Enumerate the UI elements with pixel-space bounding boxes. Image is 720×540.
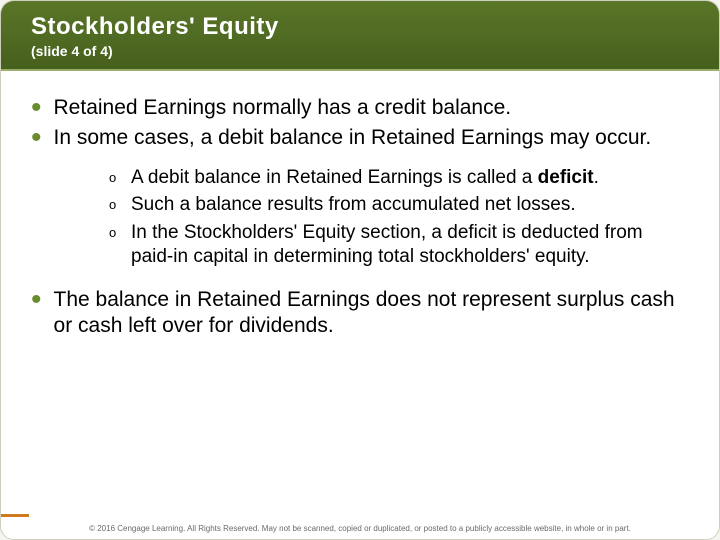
- sub-bullet-list: o A debit balance in Retained Earnings i…: [109, 166, 689, 269]
- sub-bullet-item: o In the Stockholders' Equity section, a…: [109, 221, 689, 269]
- sub-bullet-item: o Such a balance results from accumulate…: [109, 193, 689, 217]
- bullet-text: Retained Earnings normally has a credit …: [54, 95, 512, 121]
- copyright-footer: © 2016 Cengage Learning. All Rights Rese…: [1, 524, 719, 533]
- sub-bullet-marker: o: [109, 197, 131, 212]
- bullet-icon: •: [31, 289, 42, 311]
- sub-text-bold: deficit: [538, 167, 594, 188]
- sub-bullet-marker: o: [109, 225, 131, 240]
- slide-container: Stockholders' Equity (slide 4 of 4) • Re…: [0, 0, 720, 540]
- slide-header: Stockholders' Equity (slide 4 of 4): [1, 1, 719, 71]
- slide-subtitle: (slide 4 of 4): [31, 43, 689, 59]
- bullet-text: In some cases, a debit balance in Retain…: [54, 125, 652, 151]
- sub-bullet-text: A debit balance in Retained Earnings is …: [131, 166, 599, 190]
- sub-text-post: .: [594, 167, 599, 188]
- accent-bar: [1, 514, 29, 517]
- sub-bullet-marker: o: [109, 170, 131, 185]
- bullet-item: • Retained Earnings normally has a credi…: [31, 95, 689, 121]
- bullet-icon: •: [31, 97, 42, 119]
- bullet-text: The balance in Retained Earnings does no…: [54, 287, 689, 340]
- sub-bullet-text: In the Stockholders' Equity section, a d…: [131, 221, 689, 269]
- slide-content: • Retained Earnings normally has a credi…: [1, 71, 719, 339]
- bullet-item: • In some cases, a debit balance in Reta…: [31, 125, 689, 151]
- sub-text-pre: A debit balance in Retained Earnings is …: [131, 167, 538, 188]
- sub-bullet-text: Such a balance results from accumulated …: [131, 193, 576, 217]
- bullet-item: • The balance in Retained Earnings does …: [31, 287, 689, 340]
- sub-bullet-item: o A debit balance in Retained Earnings i…: [109, 166, 689, 190]
- slide-title: Stockholders' Equity: [31, 13, 689, 41]
- bullet-icon: •: [31, 127, 42, 149]
